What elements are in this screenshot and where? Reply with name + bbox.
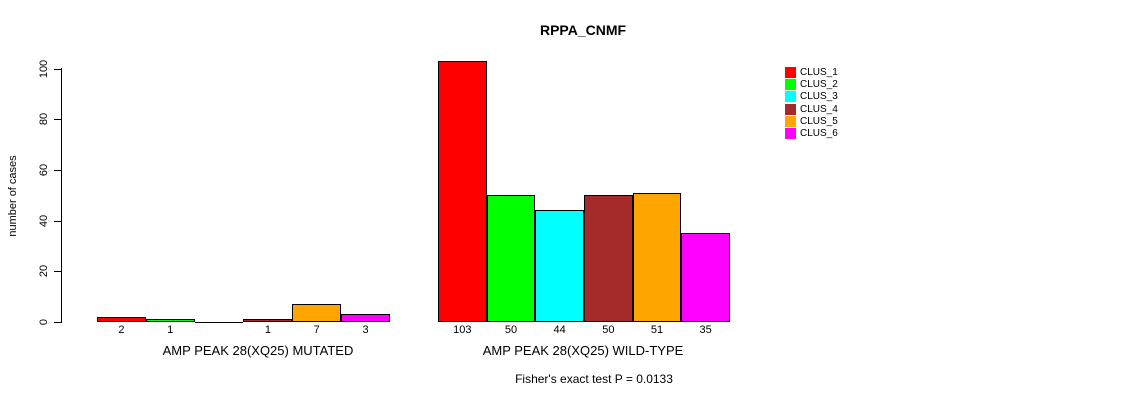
legend-swatch-CLUS_5 xyxy=(785,115,796,127)
legend-label-CLUS_3: CLUS_3 xyxy=(800,91,838,103)
legend-item-CLUS_5: CLUS_5 xyxy=(785,115,838,127)
y-tick-label-20: 20 xyxy=(38,264,50,278)
bar-group2-CLUS_6 xyxy=(681,233,730,322)
legend-label-CLUS_2: CLUS_2 xyxy=(800,79,838,91)
y-tick-label-0: 0 xyxy=(38,318,50,326)
bar-group2-CLUS_2 xyxy=(486,195,536,322)
y-tick-label-40: 40 xyxy=(38,214,50,228)
bar-count-group1-CLUS_5: 7 xyxy=(313,324,320,336)
y-tick-40 xyxy=(54,221,61,222)
legend-label-CLUS_5: CLUS_5 xyxy=(800,115,838,127)
bar-group2-CLUS_4 xyxy=(584,195,633,322)
legend-label-CLUS_1: CLUS_1 xyxy=(800,67,838,78)
bar-count-group1-CLUS_2: 1 xyxy=(167,324,174,336)
fisher-test-note: Fisher's exact test P = 0.0133 xyxy=(515,372,673,386)
bar-group2-CLUS_3 xyxy=(535,210,584,322)
bar-count-group1-CLUS_1: 2 xyxy=(118,324,125,336)
legend-swatch-CLUS_6 xyxy=(785,128,796,139)
bar-group2-CLUS_5 xyxy=(632,193,682,322)
y-tick-label-100: 100 xyxy=(38,59,50,79)
legend-swatch-CLUS_3 xyxy=(785,91,796,103)
y-tick-20 xyxy=(54,271,61,272)
y-tick-60 xyxy=(54,170,61,171)
y-tick-100 xyxy=(54,69,61,70)
bar-count-group2-CLUS_5: 51 xyxy=(650,324,664,336)
bar-group1-CLUS_1 xyxy=(97,317,146,322)
bar-group1-CLUS_4 xyxy=(243,319,293,322)
bar-group1-CLUS_5 xyxy=(292,304,342,322)
y-axis-label: number of cases xyxy=(7,155,19,237)
bar-group1-CLUS_3-zero xyxy=(194,322,244,323)
bar-count-group1-CLUS_6: 3 xyxy=(362,324,369,336)
x-group-label-mutated: AMP PEAK 28(XQ25) MUTATED xyxy=(162,343,354,358)
legend-label-CLUS_6: CLUS_6 xyxy=(800,128,838,139)
x-group-label-wildtype: AMP PEAK 28(XQ25) WILD-TYPE xyxy=(482,343,684,358)
bar-count-group2-CLUS_6: 35 xyxy=(699,324,712,336)
legend-swatch-CLUS_4 xyxy=(785,103,796,115)
legend-item-CLUS_6: CLUS_6 xyxy=(785,128,838,140)
legend-item-CLUS_3: CLUS_3 xyxy=(785,91,838,103)
bar-count-group2-CLUS_1: 103 xyxy=(453,324,472,336)
y-tick-80 xyxy=(54,119,61,120)
bar-count-group1-CLUS_4: 1 xyxy=(264,324,271,336)
bar-count-group2-CLUS_4: 50 xyxy=(602,324,615,336)
legend-item-CLUS_1: CLUS_1 xyxy=(785,67,838,79)
legend-item-CLUS_4: CLUS_4 xyxy=(785,103,838,115)
bar-group1-CLUS_2 xyxy=(145,319,195,322)
bar-group2-CLUS_1 xyxy=(438,61,487,322)
y-axis-line xyxy=(61,68,62,323)
y-tick-label-80: 80 xyxy=(38,112,50,126)
legend-item-CLUS_2: CLUS_2 xyxy=(785,79,838,91)
legend-swatch-CLUS_2 xyxy=(785,79,796,91)
chart-title: RPPA_CNMF xyxy=(539,22,627,38)
bar-count-group2-CLUS_2: 50 xyxy=(504,324,518,336)
bar-group1-CLUS_6 xyxy=(341,314,390,322)
y-tick-label-60: 60 xyxy=(38,163,50,177)
bar-count-group2-CLUS_3: 44 xyxy=(553,324,566,336)
legend-swatch-CLUS_1 xyxy=(785,67,796,78)
legend-label-CLUS_4: CLUS_4 xyxy=(800,103,838,115)
y-tick-0 xyxy=(54,322,61,323)
